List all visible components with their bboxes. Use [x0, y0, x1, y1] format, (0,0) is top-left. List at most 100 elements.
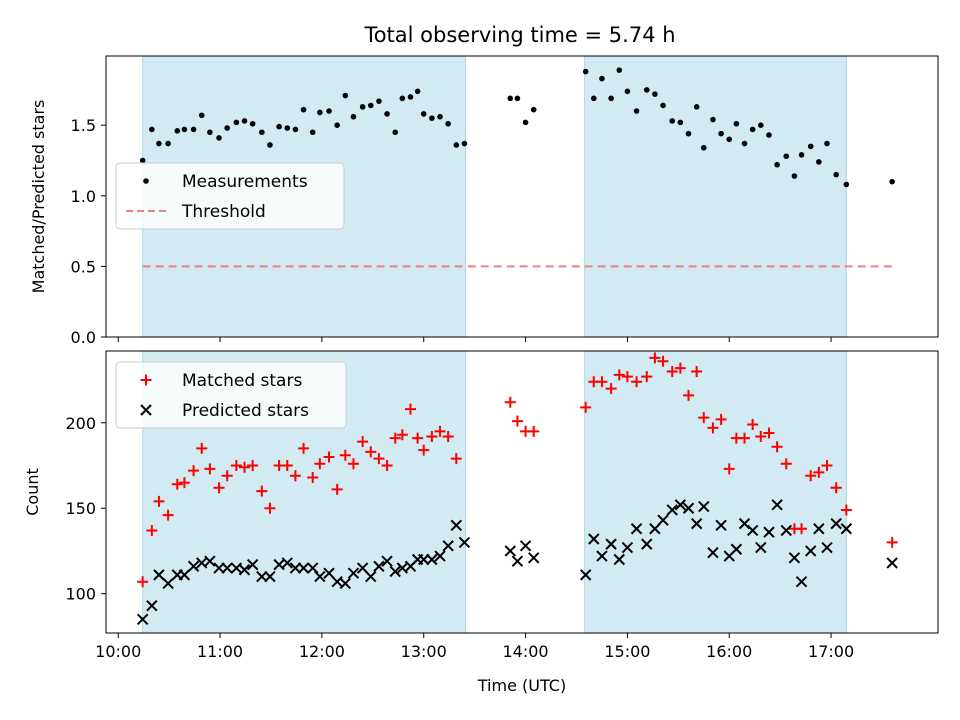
data-point — [590, 95, 597, 102]
data-point — [821, 541, 833, 554]
data-point — [507, 95, 514, 102]
legend: Measurements Threshold — [115, 162, 345, 230]
data-point — [247, 460, 259, 472]
data-point — [830, 482, 842, 494]
data-point — [596, 550, 608, 562]
legend-label: Measurements — [182, 172, 308, 192]
data-point — [384, 111, 390, 117]
data-point — [582, 68, 589, 75]
data-point — [334, 122, 340, 128]
data-point — [314, 458, 326, 470]
data-point — [763, 526, 775, 538]
data-point — [621, 541, 634, 554]
measurement-points — [139, 67, 895, 188]
data-point — [889, 178, 895, 185]
panel-count: 10:00 11:00 12:00 13:00 14:00 15:00 16:00 17:00… — [23, 350, 939, 695]
x-tick-label: 11:00 — [197, 642, 243, 661]
data-point — [698, 412, 710, 424]
data-point — [608, 95, 614, 102]
data-point — [805, 470, 817, 482]
panel-ratio: 0.0 0.5 1.0 1.5 Matched/Predicted stars Mea… — [29, 55, 939, 347]
data-point — [788, 552, 801, 564]
data-point — [522, 119, 529, 126]
data-point — [807, 143, 814, 150]
y-axis-label: Matched/Predicted stars — [29, 100, 48, 294]
data-point — [791, 173, 798, 179]
data-point — [418, 553, 430, 566]
data-point — [376, 98, 382, 104]
data-point — [652, 91, 658, 97]
data-point — [726, 136, 733, 143]
data-point — [365, 446, 377, 458]
data-point — [641, 371, 653, 383]
data-point — [365, 570, 377, 583]
data-point — [284, 125, 291, 131]
data-point — [256, 570, 268, 583]
x-tick-label: 13:00 — [401, 642, 447, 661]
data-point — [326, 108, 332, 114]
data-point — [605, 538, 617, 550]
y-tick-label: 1.0 — [71, 187, 96, 206]
data-point — [605, 383, 617, 395]
data-point — [657, 514, 669, 526]
data-point — [715, 413, 727, 425]
data-point — [691, 366, 703, 378]
data-point — [519, 540, 532, 552]
data-point — [886, 557, 898, 569]
x-tick-label: 17:00 — [808, 642, 854, 661]
data-point — [674, 499, 687, 511]
data-point — [297, 562, 310, 574]
data-point — [389, 565, 401, 578]
data-point — [669, 118, 676, 124]
data-point — [153, 495, 165, 507]
y-axis-ticks: 100 150 200 — [65, 414, 106, 604]
data-point — [579, 569, 592, 581]
y-tick-label: 100 — [65, 585, 96, 604]
data-point — [213, 482, 225, 494]
data-point — [840, 504, 852, 516]
y-tick-label: 1.5 — [71, 116, 96, 135]
data-point — [259, 129, 265, 136]
data-point — [813, 523, 825, 535]
data-point — [685, 130, 692, 137]
data-point — [407, 94, 414, 100]
legend-label: Matched stars — [182, 371, 302, 391]
data-point — [596, 376, 608, 388]
data-point — [445, 120, 451, 127]
data-point — [511, 415, 523, 427]
data-point — [442, 540, 454, 552]
data-point — [162, 509, 174, 521]
data-point — [530, 106, 537, 113]
data-point — [367, 102, 374, 109]
data-point — [230, 460, 242, 472]
data-point — [224, 125, 230, 131]
data-point — [733, 120, 740, 127]
data-point — [723, 463, 735, 475]
x-axis-ticks — [117, 337, 832, 342]
data-point — [238, 564, 251, 576]
data-point — [780, 458, 792, 470]
data-point — [323, 567, 335, 579]
data-point — [289, 470, 301, 482]
x-axis-ticks: 10:00 11:00 12:00 13:00 14:00 15:00 16:00 17:00 — [95, 633, 854, 661]
legend-label: Threshold — [181, 202, 266, 222]
data-point — [698, 500, 710, 513]
plot-frame — [105, 350, 939, 634]
data-point — [339, 577, 352, 590]
data-point — [710, 116, 716, 123]
data-point — [190, 126, 197, 133]
x-tick-label: 14:00 — [503, 642, 549, 661]
data-point — [453, 142, 460, 148]
data-point — [156, 140, 162, 147]
data-point — [821, 460, 833, 472]
y-axis-label: Count — [23, 468, 42, 516]
legend-label: Predicted stars — [182, 401, 309, 421]
data-point — [188, 465, 200, 477]
data-point — [412, 432, 424, 444]
data-point — [631, 376, 643, 388]
data-point — [276, 123, 282, 130]
legend: Matched stars Predicted stars — [115, 361, 347, 429]
data-point — [434, 550, 446, 562]
data-point — [165, 140, 171, 147]
y-tick-label: 200 — [65, 414, 96, 433]
